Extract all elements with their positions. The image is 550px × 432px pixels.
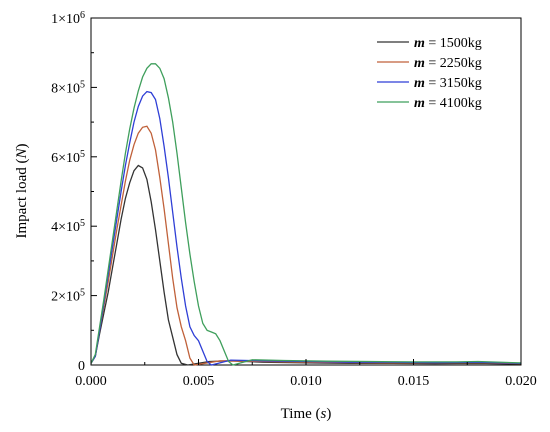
x-axis-label: Time (s)	[281, 406, 332, 422]
series-line-3	[90, 63, 522, 366]
y-axis-label-suffix: )	[14, 144, 30, 149]
series-layer	[90, 63, 522, 366]
x-tick-label: 0.010	[290, 374, 322, 389]
series-line-1	[90, 125, 522, 366]
legend-label-0: m = 1500kg	[414, 36, 482, 51]
legend: m = 1500kg m = 2250kg m = 3150kg m = 4100kg	[377, 36, 482, 111]
y-tick-label: 4×105	[51, 218, 85, 236]
y-axis-label-unit: N	[14, 148, 30, 160]
y-tick-label: 6×105	[51, 148, 85, 166]
series-line-2	[90, 90, 522, 366]
y-tick-label: 0	[78, 359, 85, 374]
ticks-layer: 0.000 0.005 0.010 0.015 0.020 0 2×105 4×105 6×10…	[51, 10, 537, 390]
y-tick-label: 8×105	[51, 79, 85, 97]
x-axis-label-unit: s	[321, 406, 327, 422]
series-line-0	[90, 164, 522, 366]
legend-label-3: m = 4100kg	[414, 96, 482, 111]
y-tick-label: 1×106	[51, 10, 85, 28]
x-tick-label: 0.005	[183, 374, 215, 389]
x-axis-label-prefix: Time (	[281, 406, 321, 422]
y-axis-label: Impact load (N)	[14, 144, 30, 239]
legend-label-1: m = 2250kg	[414, 56, 482, 71]
x-tick-label: 0.015	[398, 374, 430, 389]
x-axis-label-suffix: )	[326, 406, 331, 422]
y-axis-label-prefix: Impact load (	[14, 159, 30, 239]
y-tick-label: 2×105	[51, 287, 85, 305]
x-tick-label: 0.000	[75, 374, 107, 389]
x-tick-label: 0.020	[505, 374, 537, 389]
legend-label-2: m = 3150kg	[414, 76, 482, 91]
